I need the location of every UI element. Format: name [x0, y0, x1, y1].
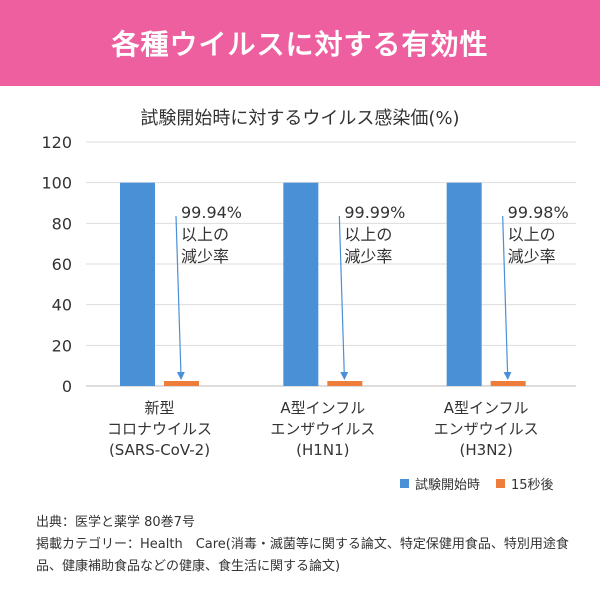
chart-title: 試験開始時に対するウイルス感染価(%)	[140, 108, 460, 129]
bar-start	[283, 182, 319, 386]
y-tick-label: 40	[52, 296, 72, 315]
bar-start	[446, 182, 482, 386]
reduction-annotation: 99.99%	[344, 203, 405, 222]
page-title: 各種ウイルスに対する有効性	[111, 28, 489, 61]
x-category-label: エンザウイルス	[270, 420, 375, 438]
y-tick-label: 20	[52, 336, 72, 355]
annotation-arrow	[502, 215, 512, 380]
chart-legend: 試験開始時 15秒後	[400, 474, 570, 493]
page-title-banner: 各種ウイルスに対する有効性	[0, 0, 600, 86]
x-category-label: A型インフル	[280, 399, 365, 417]
x-category-label: エンザウイルス	[434, 420, 539, 438]
x-category-label: A型インフル	[444, 399, 529, 417]
bar-15s	[327, 381, 363, 386]
y-tick-label: 60	[52, 255, 72, 274]
y-tick-label: 0	[62, 377, 72, 396]
x-category-label: (SARS-CoV-2)	[109, 441, 210, 459]
reduction-annotation: 減少率	[508, 247, 556, 266]
legend-label-15s: 15秒後	[511, 478, 554, 493]
y-tick-label: 100	[41, 174, 72, 193]
x-category-label: コロナウイルス	[107, 420, 212, 438]
legend-item-start: 試験開始時	[400, 474, 480, 493]
y-tick-label: 120	[41, 133, 72, 152]
legend-swatch-15s	[496, 479, 506, 488]
bar-start	[120, 182, 155, 386]
y-tick-label: 80	[52, 214, 72, 233]
x-category-label: 新型	[144, 399, 174, 417]
reduction-annotation: 99.98%	[508, 203, 569, 222]
x-category-label: (H3N2)	[460, 441, 513, 459]
legend-label-start: 試験開始時	[415, 478, 481, 493]
reduction-annotation: 以上の	[508, 225, 556, 244]
reduction-annotation: 減少率	[181, 247, 229, 266]
publication-category: 掲載カテゴリー：Health Care(消毒・滅菌等に関する論文、特定保健用食品…	[36, 537, 569, 574]
reduction-annotation: 以上の	[181, 225, 229, 244]
legend-swatch-start	[400, 479, 409, 488]
source-citation: 出典：医学と薬学 80巻7号	[36, 515, 195, 530]
source-notes: 出典：医学と薬学 80巻7号 掲載カテゴリー：Health Care(消毒・滅菌…	[36, 512, 576, 578]
reduction-annotation: 99.94%	[181, 203, 242, 222]
bar-15s	[164, 381, 199, 386]
annotation-arrow	[175, 215, 185, 380]
reduction-annotation: 減少率	[344, 247, 392, 266]
reduction-annotation: 以上の	[344, 225, 392, 244]
legend-item-15s: 15秒後	[496, 474, 554, 493]
x-category-label: (H1N1)	[296, 441, 349, 459]
annotation-arrow	[338, 215, 349, 380]
bar-15s	[490, 381, 526, 386]
